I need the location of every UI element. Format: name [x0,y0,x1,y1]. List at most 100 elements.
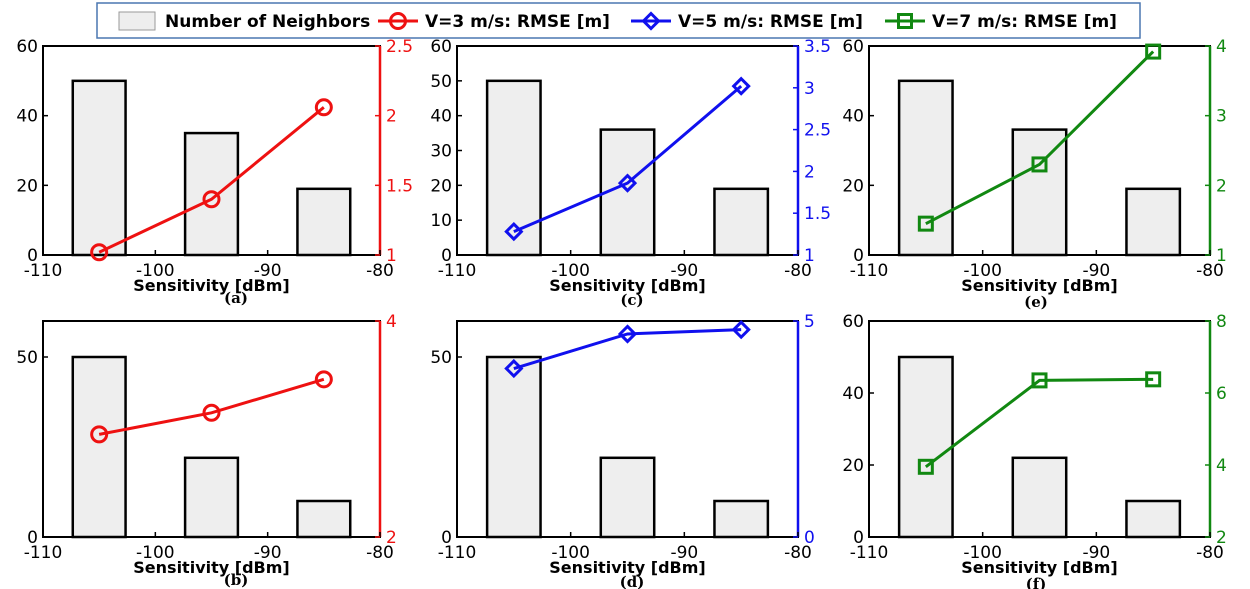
x-axis-label: Sensitivity [dBm] [961,276,1117,295]
y-right-tick-label: 4 [386,312,397,332]
y-left-tick-label: 50 [16,348,38,368]
y-right-tick-label: 2 [804,162,815,182]
y-left-tick-label: 60 [842,312,864,332]
bar [183,456,240,539]
panel-a: -110 -100 -90 -80 0 20 40 60 1 1.5 2 2.5 Sensitivity… [16,37,413,307]
bar [485,79,542,257]
x-tick-label: -100 [551,261,590,281]
y-right-tick-label: 1.5 [386,176,413,196]
x-tick-label: -90 [254,543,282,563]
panel-caption: (f) [1026,575,1047,589]
series-point [617,173,638,193]
bar [713,187,770,257]
y-right-tick-label: 3 [804,79,815,99]
legend-marker-2 [641,11,661,31]
y-left-tick-label: 40 [430,107,452,127]
y-right-tick-label: 2 [1216,176,1227,196]
x-tick-label: -80 [784,543,812,563]
x-axis-label: Sensitivity [dBm] [549,558,705,577]
x-tick-label: -90 [670,543,698,563]
y-left-tick-label: 20 [842,456,864,476]
bar [1125,499,1182,539]
bar [1125,187,1182,257]
y-left-tick-label: 0 [853,528,864,548]
y-left-tick-label: 20 [842,176,864,196]
series-point [1031,372,1048,389]
legend: Number of Neighbors V=3 m/s: RMSE [m] V=5 … [96,2,1141,39]
bar [71,79,127,257]
y-right-tick-label: 2 [1216,528,1227,548]
chart-panels: -110 -100 -90 -80020406011.522.5Sensitivity… [16,37,1226,589]
series-line [924,377,1154,468]
series-point [917,215,934,232]
bar [1011,128,1068,257]
x-tick-label: -110 [24,543,63,563]
legend-marker-1 [389,12,407,30]
y-right-tick-label: 8 [1216,312,1227,332]
x-tick-label: -90 [670,261,698,281]
bar [897,355,954,539]
y-left-tick-label: 40 [842,384,864,404]
y-left-tick-label: 10 [430,211,452,231]
bar [599,456,656,539]
y-right-tick-label: 4 [1216,37,1227,57]
panel-caption: (b) [224,571,249,589]
series-point [314,98,333,117]
x-axis-label: Sensitivity [dBm] [133,276,289,295]
x-tick-label: -80 [366,543,394,563]
legend-marker-3 [897,13,913,29]
x-axis-label: Sensitivity [dBm] [961,558,1117,577]
x-tick-label: -100 [551,543,590,563]
series-line [98,106,325,254]
series-point [90,243,109,262]
x-tick-label: -90 [1082,261,1110,281]
y-left-tick-label: 60 [430,37,452,57]
y-left-tick-label: 40 [16,107,38,127]
bar [713,499,770,539]
x-tick-label: -80 [1196,543,1224,563]
y-left-tick-label: 20 [16,176,38,196]
panel-caption: (a) [224,289,248,307]
y-left-tick-label: 0 [853,246,864,266]
y-left-tick-label: 40 [842,107,864,127]
series-point [917,458,934,475]
y-right-tick-label: 2 [386,528,397,548]
legend-label-series-3: V=7 m/s: RMSE [m] [932,12,1117,32]
series-line [98,377,325,436]
y-left-tick-label: 0 [27,528,38,548]
bar [485,355,542,539]
x-tick-label: -80 [784,261,812,281]
series-line [513,328,742,370]
x-axis-label: Sensitivity [dBm] [549,276,705,295]
bar [1011,456,1068,539]
legend-label-series-1: V=3 m/s: RMSE [m] [425,12,610,32]
legend-box [96,2,1141,39]
y-left-tick-label: 50 [430,72,452,92]
y-left-tick-label: 60 [842,37,864,57]
series-line [513,84,743,233]
series-point [1031,156,1048,173]
series-point [731,76,751,96]
y-right-tick-label: 1 [386,246,397,266]
y-right-tick-label: 2 [386,107,397,127]
x-tick-label: -110 [850,261,889,281]
x-tick-label: -80 [1196,261,1224,281]
y-right-tick-label: 3 [1216,107,1227,127]
y-right-tick-label: 3.5 [804,37,831,57]
series-point [731,320,751,340]
y-right-tick-label: 1 [804,246,815,266]
series-point [314,370,333,389]
y-left-tick-label: 60 [16,37,38,57]
series-point [202,403,221,422]
y-right-tick-label: 6 [1216,384,1227,404]
bar [897,79,954,257]
y-right-tick-label: 0 [804,528,815,548]
x-tick-label: -80 [366,261,394,281]
x-tick-label: -110 [438,543,477,563]
panel-f: -110 -100 -90 -80 0 20 40 60 2 4 6 8 Sensitivity [dB… [842,312,1226,589]
legend-bar-swatch [118,11,156,31]
panel-caption: (c) [620,291,643,309]
y-right-tick-label: 4 [1216,456,1227,476]
panel-caption: (d) [620,573,645,589]
